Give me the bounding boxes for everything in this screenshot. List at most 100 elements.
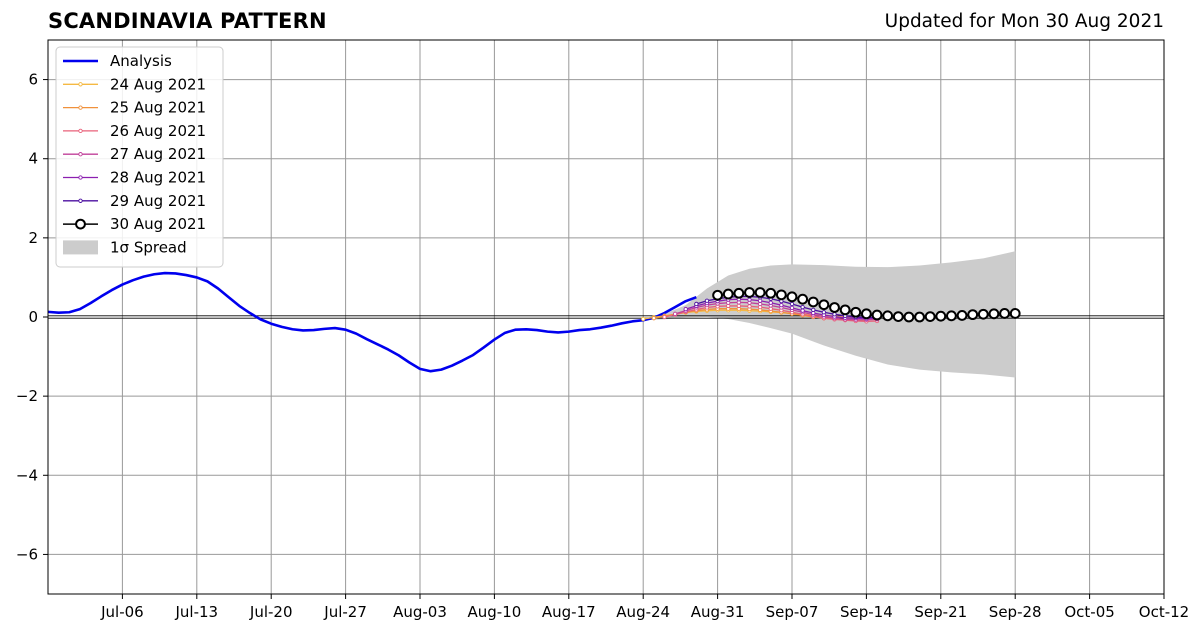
y-tick-label: 6 <box>28 71 38 89</box>
forecast-point <box>789 305 795 311</box>
legend-label: 30 Aug 2021 <box>110 215 206 233</box>
forecast-point <box>800 308 805 313</box>
x-tick-label: Oct-12 <box>1139 603 1189 621</box>
forecast-point <box>733 287 745 299</box>
y-tick-label: 0 <box>28 308 38 326</box>
forecast-point <box>914 311 925 323</box>
analysis-line <box>47 271 697 373</box>
chart-subtitle: Updated for Mon 30 Aug 2021 <box>884 11 1164 32</box>
chart-title: SCANDINAVIA PATTERN <box>48 9 327 33</box>
legend-label: Analysis <box>110 52 172 70</box>
x-tick-label: Aug-10 <box>468 603 522 621</box>
forecast-point <box>956 310 968 321</box>
y-tick-label: 4 <box>28 150 38 168</box>
y-tick-label: −6 <box>16 545 38 563</box>
legend-swatch-marker <box>78 175 83 180</box>
forecast-point <box>722 288 734 300</box>
legend-swatch-spread <box>63 240 98 255</box>
forecast-point <box>807 296 819 308</box>
x-tick-label: Sep-07 <box>766 603 819 621</box>
y-tick-label: 2 <box>28 229 38 247</box>
forecast-point <box>704 298 710 303</box>
forecast-point <box>850 306 862 318</box>
legend-label: 27 Aug 2021 <box>110 145 206 163</box>
forecast-point <box>757 298 763 303</box>
x-tick-label: Sep-14 <box>840 603 893 621</box>
legend-swatch-marker <box>75 218 86 230</box>
forecast-point <box>818 299 830 311</box>
forecast-point <box>775 289 787 301</box>
spread-area <box>643 251 1016 378</box>
legend-label: 25 Aug 2021 <box>110 99 206 117</box>
forecast-point <box>797 293 809 305</box>
legend: Analysis 24 Aug 2021 25 Aug 2021 26 Aug 202… <box>55 46 224 268</box>
forecast-point <box>829 302 840 313</box>
forecast-point <box>683 306 688 312</box>
forecast-point <box>861 308 872 320</box>
forecast-point <box>882 310 894 322</box>
legend-swatch-marker <box>78 105 83 110</box>
forecast-point <box>800 304 805 310</box>
forecast-point <box>892 311 904 323</box>
forecast-point <box>662 314 667 320</box>
forecast-point <box>871 309 883 321</box>
zero-line <box>48 315 1164 319</box>
forecast-point <box>1009 308 1021 319</box>
y-axis: 6 4 2 0 −2 −4 −6 <box>16 71 48 563</box>
legend-swatch-marker <box>78 82 83 87</box>
legend-label: 29 Aug 2021 <box>110 192 206 210</box>
forecast-point <box>977 308 989 320</box>
x-tick-label: Aug-31 <box>691 603 745 621</box>
legend-label: 28 Aug 2021 <box>110 169 206 187</box>
forecast-point <box>747 304 752 309</box>
x-tick-label: Jul-20 <box>249 603 293 621</box>
series-layer <box>47 271 1021 373</box>
forecast-point <box>744 287 755 298</box>
legend-label: 26 Aug 2021 <box>110 122 206 140</box>
forecast-point <box>736 303 742 309</box>
forecast-point <box>999 308 1010 319</box>
x-axis: Jul-06 Jul-13 Jul-20 Jul-27 Aug-03 Aug-10 Aug-… <box>100 594 1189 621</box>
forecast-point <box>988 308 1000 320</box>
forecast-point <box>811 307 816 313</box>
forecast-point <box>779 302 784 308</box>
forecast-point <box>754 287 766 298</box>
x-tick-label: Jul-06 <box>100 603 144 621</box>
forecast-point <box>924 311 936 323</box>
forecast-point <box>839 304 851 316</box>
y-tick-label: −4 <box>16 466 38 484</box>
legend-box <box>55 46 224 268</box>
forecast-point <box>651 316 656 321</box>
y-tick-label: −2 <box>16 387 38 405</box>
forecast-point <box>641 316 646 322</box>
legend-swatch-marker <box>78 152 83 157</box>
forecast-point <box>672 311 678 316</box>
forecast-point <box>903 311 915 323</box>
legend-swatch-marker <box>78 128 83 134</box>
forecast-series <box>712 287 1021 323</box>
forecast-point <box>832 312 837 317</box>
x-tick-label: Aug-24 <box>616 603 670 621</box>
grid <box>48 40 1165 594</box>
spread-band <box>643 251 1016 378</box>
forecast-point <box>786 291 798 303</box>
forecast-point <box>712 289 723 301</box>
forecast-point <box>935 310 947 322</box>
forecast-point <box>946 310 957 322</box>
x-tick-label: Sep-21 <box>914 603 967 621</box>
forecast-point <box>694 301 699 307</box>
forecast-point <box>821 310 827 315</box>
forecast-point <box>967 309 979 321</box>
legend-label: 24 Aug 2021 <box>110 75 206 93</box>
x-tick-label: Aug-17 <box>542 603 596 621</box>
legend-swatch-marker <box>78 198 83 203</box>
forecast-point <box>768 300 773 305</box>
x-tick-label: Sep-28 <box>989 603 1042 621</box>
legend-label: 1σ Spread <box>110 238 187 256</box>
x-tick-label: Aug-03 <box>393 603 447 621</box>
forecast-point <box>765 287 777 299</box>
x-tick-label: Jul-27 <box>323 603 367 621</box>
forecast-point <box>789 301 795 307</box>
x-tick-label: Jul-13 <box>174 603 218 621</box>
